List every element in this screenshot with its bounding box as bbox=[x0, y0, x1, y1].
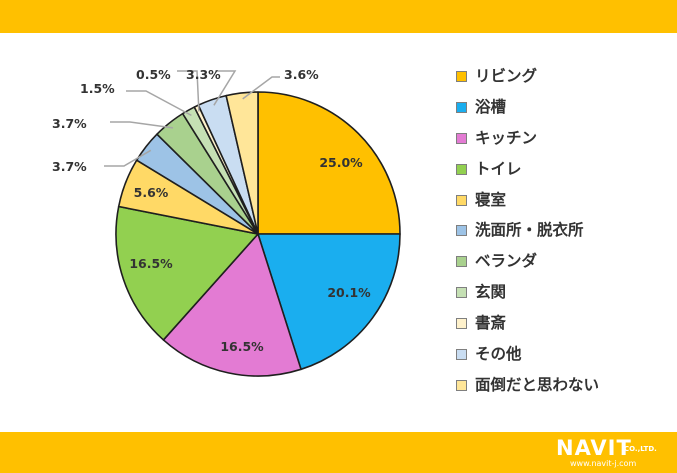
pie-slice-6 bbox=[156, 113, 258, 234]
legend-swatch bbox=[456, 256, 467, 268]
leader-line-9 bbox=[213, 70, 237, 106]
slice-value-label-4: 5.6% bbox=[134, 185, 169, 200]
pie-chart: 25.0% 20.1% 16.5% 16.5% 5.6% 3.7% 3.7% 1.5% 0.5%… bbox=[52, 67, 401, 377]
pie-slices bbox=[115, 91, 401, 377]
legend-swatch bbox=[456, 132, 467, 144]
pie-slice-7 bbox=[182, 107, 258, 234]
slice-value-label-2: 16.5% bbox=[220, 339, 264, 354]
legend-swatch bbox=[456, 225, 467, 237]
slice-value-label-8: 0.5% bbox=[136, 67, 171, 82]
legend-label: 浴槽 bbox=[475, 97, 507, 116]
legend-label: 書斎 bbox=[475, 314, 507, 333]
legend-swatch bbox=[456, 71, 467, 82]
logo-suffix: CO.,LTD. bbox=[624, 445, 657, 453]
legend-label: キッチン bbox=[475, 128, 538, 147]
legend-label: その他 bbox=[475, 345, 522, 364]
logo-url: www.navit-j.com bbox=[570, 459, 637, 468]
slice-value-label-9: 3.3% bbox=[186, 67, 221, 82]
pie-slice-outline-0 bbox=[257, 91, 401, 235]
legend-swatch bbox=[456, 194, 467, 206]
pie-slice-outline-1 bbox=[257, 233, 401, 371]
leader-lines bbox=[104, 70, 280, 167]
legend-swatch bbox=[456, 349, 467, 361]
legend-swatch bbox=[456, 101, 467, 113]
leader-line-5 bbox=[104, 149, 152, 167]
legend-swatch bbox=[456, 318, 467, 330]
legend-label: 寝室 bbox=[475, 190, 507, 209]
pie-slice-outline-2 bbox=[162, 233, 302, 377]
pie-slice-0 bbox=[258, 92, 400, 234]
slice-value-label-0: 25.0% bbox=[319, 155, 363, 170]
slice-value-label-10: 3.6% bbox=[284, 67, 319, 82]
company-logo: NAVIT CO.,LTD. www.navit-j.com bbox=[556, 436, 674, 470]
leader-line-10 bbox=[242, 76, 280, 100]
legend-label: トイレ bbox=[475, 159, 522, 178]
legend-swatch bbox=[456, 163, 467, 175]
legend-label: 面倒だと思わない bbox=[475, 375, 600, 394]
pie-slice-9 bbox=[198, 95, 258, 234]
logo-text: NAVIT bbox=[556, 436, 632, 460]
slice-value-label-3: 16.5% bbox=[129, 256, 173, 271]
slice-value-label-1: 20.1% bbox=[327, 285, 371, 300]
slice-value-label-5: 3.7% bbox=[52, 159, 87, 174]
pie-slice-5 bbox=[136, 134, 258, 234]
top-banner bbox=[0, 0, 677, 33]
legend-swatch bbox=[456, 379, 467, 391]
legend-swatch bbox=[456, 287, 467, 299]
pie-slice-4 bbox=[118, 160, 258, 234]
leader-line-7 bbox=[126, 90, 192, 117]
leader-line-6 bbox=[110, 121, 174, 129]
legend-label: 洗面所・脱衣所 bbox=[475, 221, 584, 240]
bottom-banner bbox=[0, 432, 677, 473]
pie-slice-outline-3 bbox=[115, 205, 259, 341]
pie-slice-1 bbox=[258, 234, 400, 370]
legend-label: 玄関 bbox=[475, 283, 507, 302]
legend-label: リビング bbox=[475, 67, 538, 85]
pie-slice-3 bbox=[116, 206, 258, 340]
pie-slice-outline-10 bbox=[225, 91, 259, 235]
pie-slice-2 bbox=[163, 234, 302, 376]
slice-value-label-7: 1.5% bbox=[80, 81, 115, 96]
leader-line-8 bbox=[177, 70, 200, 112]
slice-value-label-6: 3.7% bbox=[52, 116, 87, 131]
slice-labels: 25.0% 20.1% 16.5% 16.5% 5.6% 3.7% 3.7% 1.5% 0.5%… bbox=[52, 67, 371, 354]
legend-label: ベランダ bbox=[475, 252, 538, 271]
